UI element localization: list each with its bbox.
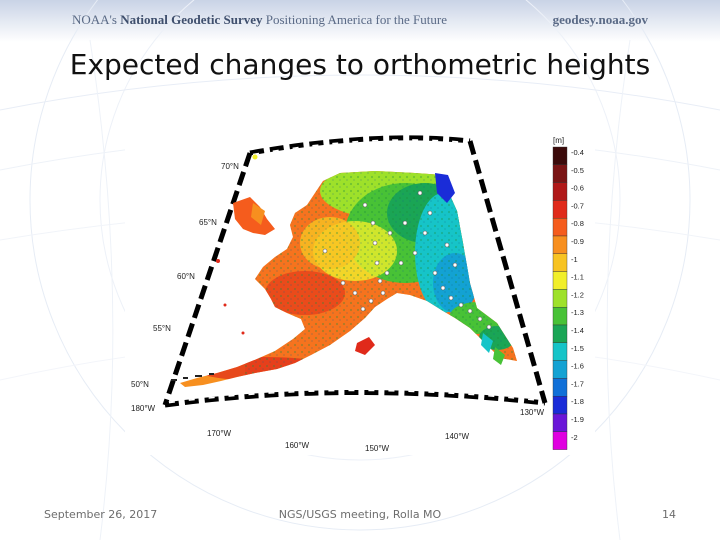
colorbar-cell [552, 306, 568, 326]
colorbar-tick-label: -2 [571, 433, 578, 442]
lon-label-130: 130°W [520, 408, 545, 417]
colorbar-tick-label: -1.8 [571, 397, 584, 406]
lon-label-140: 140°W [445, 432, 470, 441]
colorbar-cell [552, 164, 568, 183]
colorbar-labels: -0.4 -0.5 -0.6 -0.7 -0.8 -0.9 -1 -1.1 -1.2 -1.3 -1… [571, 148, 584, 442]
colorbar-tick-label: -0.4 [571, 148, 584, 157]
graticule-labels: 70°N 65°N 60°N 55°N 50°N 180°W 170°W 160… [131, 162, 545, 453]
colorbar-tick-label: -1.7 [571, 379, 584, 388]
lon-label-160: 160°W [285, 441, 310, 450]
colorbar-cell [552, 146, 568, 165]
colorbar-tick-label: -0.5 [571, 166, 584, 175]
colorbar-cell [552, 342, 568, 361]
colorbar-tick-label: -1.3 [571, 308, 584, 317]
lat-label-70: 70°N [221, 162, 239, 171]
colorbar-tick-label: -1.1 [571, 273, 584, 282]
lon-label-180: 180°W [131, 404, 156, 413]
footer-date: September 26, 2017 [44, 508, 158, 521]
figure-canvas: 70°N 65°N 60°N 55°N 50°N 180°W 170°W 160… [131, 135, 584, 453]
header-bar: NOAA's National Geodetic Survey Position… [0, 0, 720, 40]
lat-label-60: 60°N [177, 272, 195, 281]
colorbar-tick-label: -1.4 [571, 326, 584, 335]
colorbar-cell [552, 182, 568, 201]
colorbar-tick-label: -0.7 [571, 201, 584, 210]
colorbar-tick-label: -1.9 [571, 415, 584, 424]
slide-title: Expected changes to orthometric heights [69, 48, 651, 81]
alaska-height-change-figure: 70°N 65°N 60°N 55°N 50°N 180°W 170°W 160… [125, 133, 595, 455]
header-website[interactable]: geodesy.noaa.gov [552, 12, 648, 27]
colorbar-cell [552, 431, 568, 450]
colorbar-cell [552, 235, 568, 254]
lat-label-50: 50°N [131, 380, 149, 389]
colorbar-cell [552, 324, 568, 343]
footer-event: NGS/USGS meeting, Rolla MO [278, 508, 442, 521]
colorbar-cell [552, 217, 568, 237]
colorbar-tick-label: -0.9 [571, 237, 584, 246]
colorbar-cells [552, 146, 568, 450]
colorbar-cell [552, 289, 568, 308]
colorbar-unit: [m] [553, 136, 564, 145]
header-tagline: Positioning America for the Future [262, 12, 447, 27]
lat-label-55: 55°N [153, 324, 171, 333]
colorbar-cell [552, 253, 568, 272]
footer-page-number: 14 [662, 508, 676, 521]
colorbar-cell [552, 360, 568, 379]
header-org-prefix: NOAA's [72, 12, 121, 27]
colorbar: [m] -0.4 -0.5 -0.6 -0.7 -0.8 -0.9 -1 -1.1 -1.2 -1… [552, 136, 584, 450]
lat-label-65: 65°N [199, 218, 217, 227]
lon-label-170: 170°W [207, 429, 232, 438]
colorbar-tick-label: -1 [571, 255, 578, 264]
colorbar-tick-label: -0.6 [571, 184, 584, 193]
colorbar-tick-label: -0.8 [571, 219, 584, 228]
colorbar-cell [552, 378, 568, 397]
header-org-name: National Geodetic Survey [120, 12, 263, 27]
colorbar-cell [552, 200, 568, 219]
lon-label-150: 150°W [365, 444, 390, 453]
header-branding: NOAA's National Geodetic Survey Position… [72, 12, 447, 28]
colorbar-tick-label: -1.6 [571, 362, 584, 371]
colorbar-tick-label: -1.5 [571, 344, 584, 353]
colorbar-cell [552, 396, 568, 415]
colorbar-cell [552, 413, 568, 432]
colorbar-tick-label: -1.2 [571, 290, 584, 299]
colorbar-cell [552, 271, 568, 290]
